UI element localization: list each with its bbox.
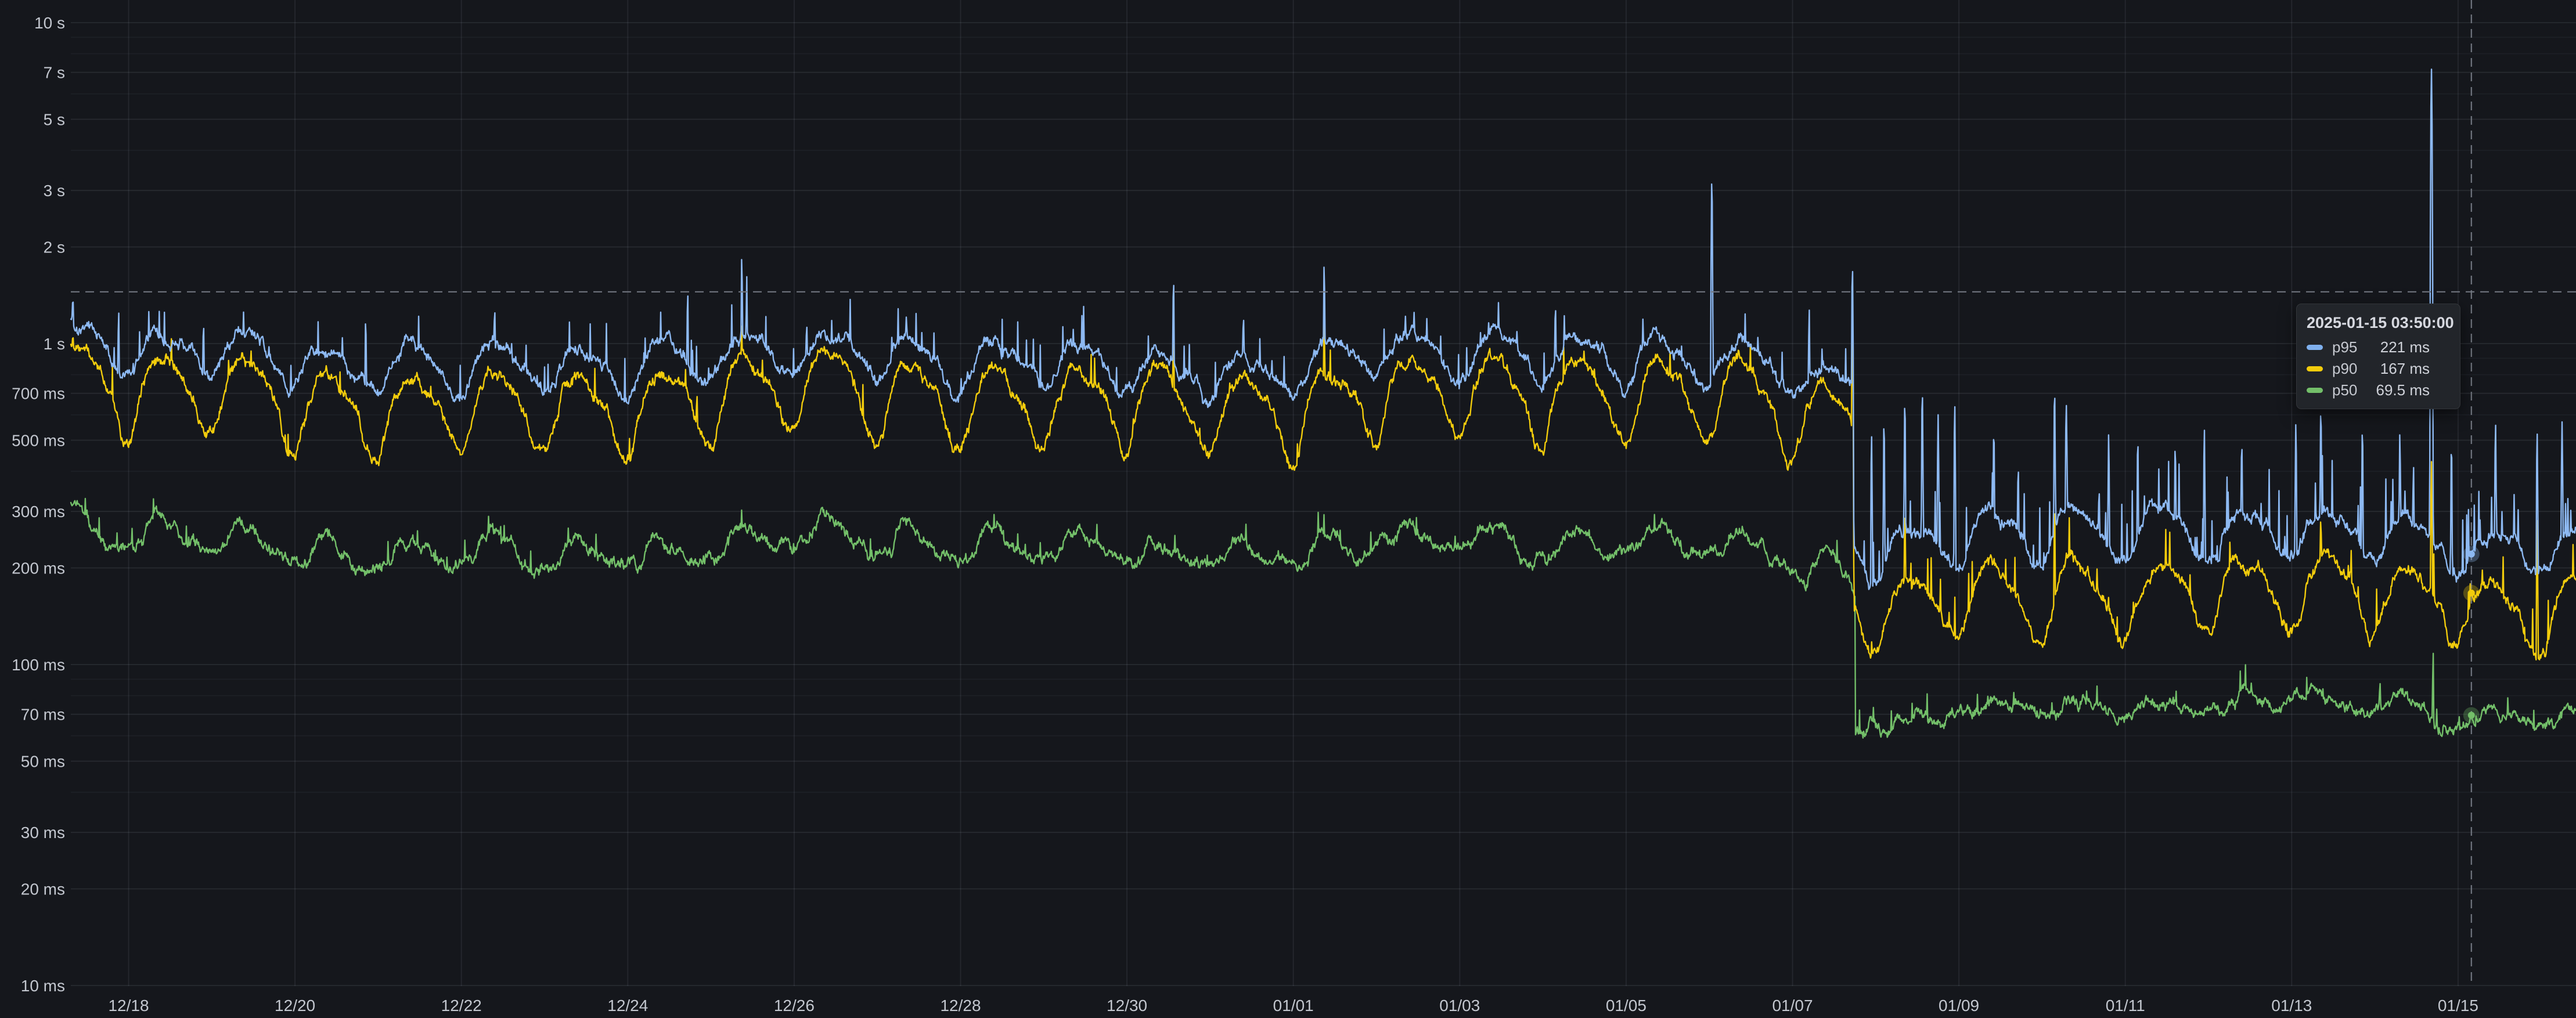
hover-point-p95 bbox=[2467, 550, 2475, 558]
series-color-pill-icon bbox=[2307, 388, 2323, 393]
tooltip-row: p50 69.5 ms bbox=[2307, 380, 2449, 401]
y-axis-tick-label: 20 ms bbox=[21, 880, 65, 898]
hover-point-p90 bbox=[2467, 589, 2475, 597]
tooltip-rows: p95 221 ms p90 167 ms p50 69.5 ms bbox=[2307, 337, 2449, 401]
tooltip-series-value: 221 ms bbox=[2380, 338, 2430, 356]
x-axis-tick-label: 01/07 bbox=[1772, 997, 1813, 1015]
x-axis-tick-label: 01/01 bbox=[1273, 997, 1314, 1015]
y-axis-tick-label: 700 ms bbox=[12, 385, 65, 403]
tooltip-series-name: p90 bbox=[2332, 360, 2358, 377]
tooltip-series-value: 167 ms bbox=[2380, 360, 2430, 377]
series-line-p95 bbox=[70, 68, 2576, 590]
x-axis-tick-label: 12/28 bbox=[940, 997, 981, 1015]
y-axis-tick-label: 70 ms bbox=[21, 706, 65, 724]
series-line-p50 bbox=[70, 497, 2576, 739]
y-axis-tick-label: 10 ms bbox=[21, 977, 65, 995]
hover-point-p50 bbox=[2467, 712, 2475, 719]
tooltip-series-name: p95 bbox=[2332, 338, 2358, 356]
x-axis-tick-label: 12/30 bbox=[1107, 997, 1147, 1015]
x-axis-tick-label: 12/20 bbox=[275, 997, 315, 1015]
y-axis-tick-label: 100 ms bbox=[12, 656, 65, 674]
x-axis-tick-label: 12/18 bbox=[108, 997, 149, 1015]
series-color-pill-icon bbox=[2307, 345, 2323, 350]
tooltip-series-name: p50 bbox=[2332, 381, 2358, 399]
y-axis-tick-label: 7 s bbox=[44, 64, 65, 82]
tooltip: 2025-01-15 03:50:00 p95 221 ms p90 167 ms p5… bbox=[2296, 304, 2460, 409]
x-axis-tick-label: 01/09 bbox=[1939, 997, 1979, 1015]
y-axis-tick-label: 1 s bbox=[44, 335, 65, 353]
x-axis-tick-label: 01/15 bbox=[2438, 997, 2478, 1015]
y-axis-tick-label: 5 s bbox=[44, 111, 65, 129]
x-axis-tick-label: 12/24 bbox=[607, 997, 648, 1015]
y-axis-tick-label: 200 ms bbox=[12, 559, 65, 577]
tooltip-timestamp: 2025-01-15 03:50:00 bbox=[2307, 314, 2454, 331]
x-axis-tick-label: 12/26 bbox=[774, 997, 815, 1015]
y-axis-tick-label: 50 ms bbox=[21, 753, 65, 771]
y-axis-tick-label: 2 s bbox=[44, 239, 65, 257]
y-axis-tick-label: 500 ms bbox=[12, 432, 65, 450]
y-axis-tick-label: 3 s bbox=[44, 182, 65, 200]
x-axis-tick-label: 01/11 bbox=[2106, 997, 2145, 1015]
tooltip-series-value: 69.5 ms bbox=[2376, 381, 2430, 399]
y-axis-tick-label: 300 ms bbox=[12, 503, 65, 521]
y-axis-tick-label: 10 s bbox=[34, 14, 65, 32]
series-color-pill-icon bbox=[2307, 366, 2323, 371]
tooltip-row: p95 221 ms bbox=[2307, 337, 2449, 358]
y-axis-tick-label: 30 ms bbox=[21, 824, 65, 842]
x-axis-tick-label: 01/05 bbox=[1606, 997, 1647, 1015]
x-axis-tick-label: 01/13 bbox=[2271, 997, 2312, 1015]
series-line-p90 bbox=[70, 316, 2576, 661]
tooltip-row: p90 167 ms bbox=[2307, 358, 2449, 380]
x-axis-tick-label: 12/22 bbox=[441, 997, 482, 1015]
x-axis-tick-label: 01/03 bbox=[1439, 997, 1480, 1015]
